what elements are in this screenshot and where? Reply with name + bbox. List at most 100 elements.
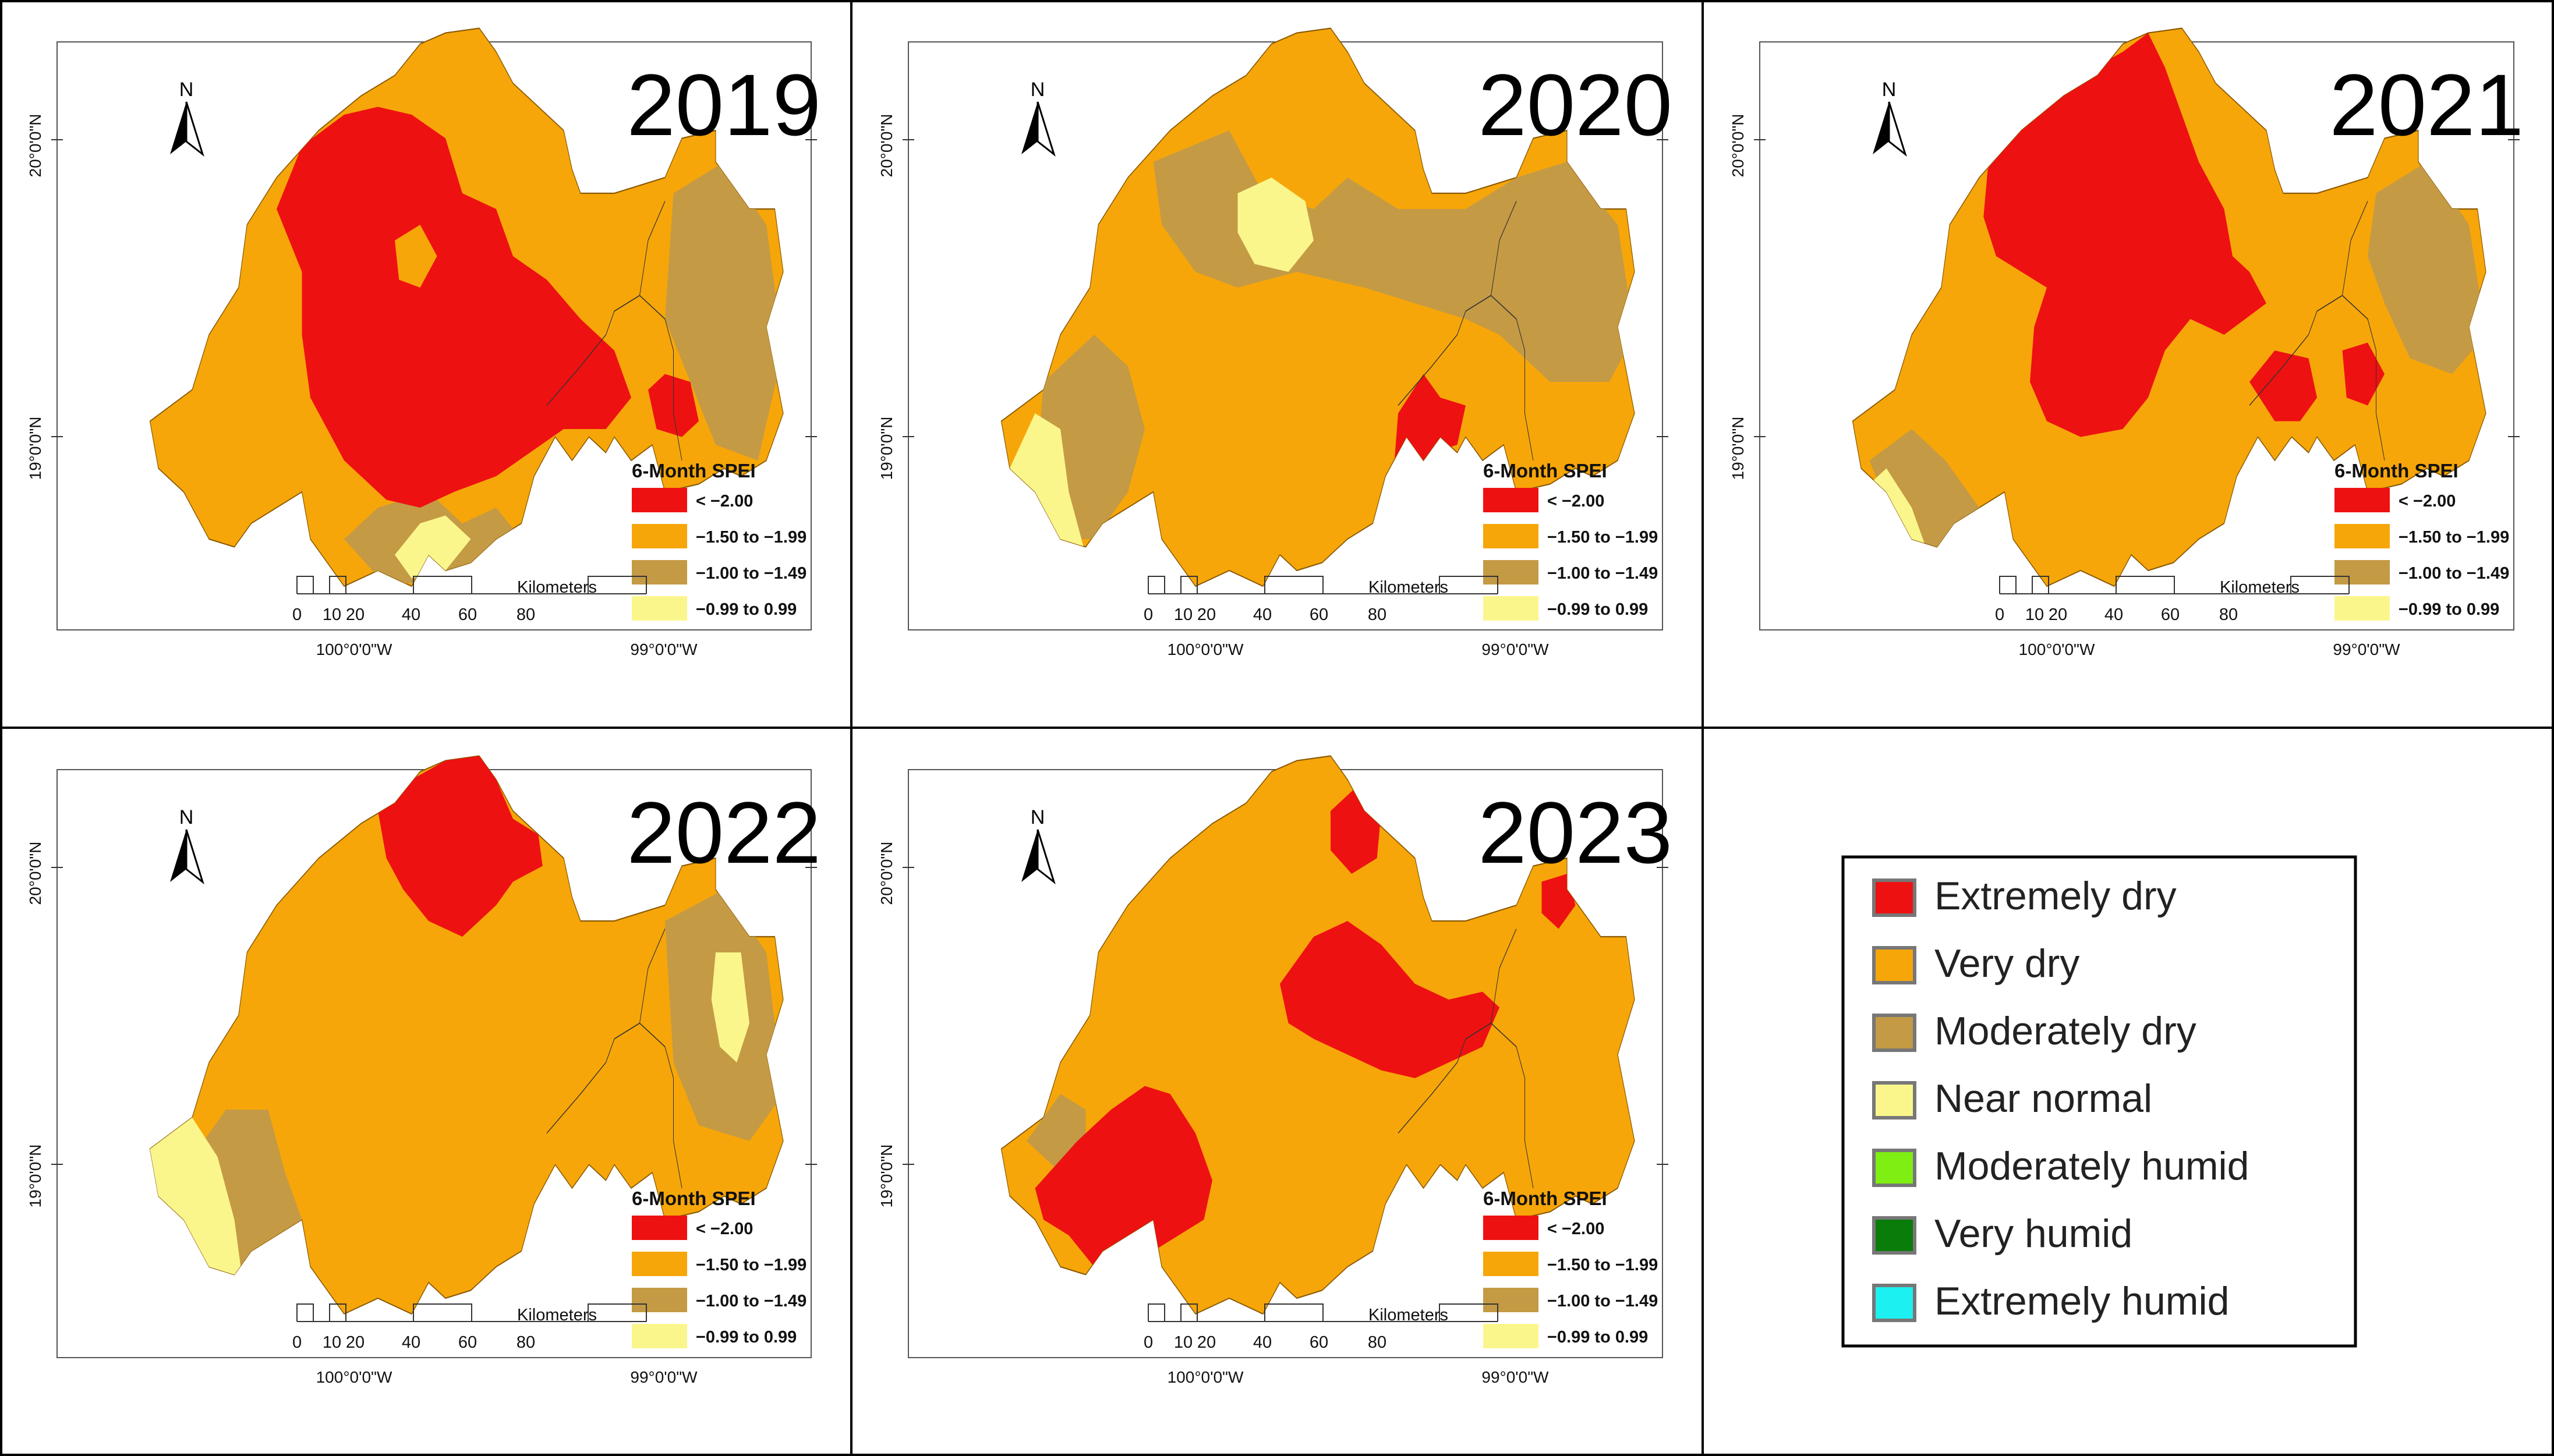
north-label: N: [1031, 79, 1045, 101]
year-label: 2019: [627, 56, 821, 154]
scale-bar-line: [296, 1303, 647, 1322]
main-legend-swatch-extremely_dry: [1872, 878, 1916, 917]
longitude-label: 100°0'0"W: [1168, 1368, 1244, 1386]
map-panel-2023: 2023 N 20°0'0"N 19°0'0"N 100°0'0"W 99°0'0"W 6-…: [878, 755, 1672, 1386]
scale-bar-tick: 20: [2049, 605, 2067, 624]
main-legend-label: Moderately dry: [1934, 1009, 2196, 1053]
panel-legend-label: −1.00 to −1.49: [1547, 564, 1658, 583]
spei-zone-extremely_dry: [1035, 1086, 1212, 1275]
longitude-label: 99°0'0"W: [1481, 1368, 1549, 1386]
north-arrow-left: [1873, 102, 1889, 154]
map-panel-2022: 2022 N 20°0'0"N 19°0'0"N 100°0'0"W 99°0'0"W 6-…: [26, 755, 821, 1386]
latitude-label: 20°0'0"N: [26, 114, 44, 178]
scale-bar-tick: 60: [2161, 605, 2180, 624]
region-map: [149, 27, 784, 587]
longitude-label: 99°0'0"W: [1481, 640, 1549, 658]
longitude-label: 99°0'0"W: [630, 1368, 698, 1386]
scale-bar-tick: 60: [458, 605, 477, 624]
scale-bar-tick: 20: [1197, 1333, 1216, 1352]
latitude-label: 19°0'0"N: [878, 417, 896, 480]
panel-legend-swatch-near_normal: [1483, 1324, 1538, 1348]
scale-bar-tick: 0: [292, 1333, 302, 1352]
panel-legend: 6-Month SPEI < −2.00 −1.50 to −1.99 −1.00 t…: [2334, 460, 2509, 621]
main-legend-swatch-very_humid: [1872, 1216, 1916, 1255]
north-arrow: N: [170, 79, 204, 157]
spei-zone-extremely_dry: [277, 107, 631, 508]
panel-legend-label: < −2.00: [2399, 492, 2456, 511]
panel-legend-swatch-moderately_dry: [1483, 1288, 1538, 1312]
spei-zone-moderately_dry: [665, 162, 783, 460]
panel-legend: 6-Month SPEI < −2.00 −1.50 to −1.99 −1.00 t…: [632, 1188, 806, 1348]
longitude-label: 100°0'0"W: [1168, 640, 1244, 658]
scale-bar-tick: 80: [2219, 605, 2238, 624]
panel-legend-swatch-moderately_dry: [632, 1288, 687, 1312]
panel-legend-label: −1.00 to −1.49: [1547, 1292, 1658, 1310]
scale-bar-tick: 40: [402, 605, 420, 624]
latitude-label: 20°0'0"N: [878, 842, 896, 905]
latitude-label: 20°0'0"N: [878, 114, 896, 178]
panel-legend-swatch-extremely_dry: [2334, 488, 2390, 512]
panel-legend-label: −0.99 to 0.99: [696, 600, 797, 619]
panel-legend-title: 6-Month SPEI: [632, 460, 756, 481]
scale-bar-tick: 20: [1197, 605, 1216, 624]
scale-bar-tick: 60: [1310, 1333, 1328, 1352]
panel-legend-swatch-very_dry: [632, 1252, 687, 1276]
main-legend-swatch-very_dry: [1872, 946, 1916, 984]
map-panel-2021: 2021 N 20°0'0"N 19°0'0"N 100°0'0"W 99°0'0"W 6-…: [1729, 27, 2524, 658]
spei-zone-extremely_dry: [1280, 921, 1499, 1078]
scale-bar-tick: 40: [1253, 605, 1272, 624]
main-legend-label: Very humid: [1934, 1211, 2132, 1256]
latitude-label: 20°0'0"N: [1729, 114, 1747, 178]
panel-legend-swatch-extremely_dry: [1483, 1216, 1538, 1240]
north-arrow-right: [1888, 101, 1907, 157]
scale-bar-line: [296, 576, 647, 594]
north-arrow-left: [170, 102, 186, 154]
spei-zone-moderately_dry: [1153, 130, 1635, 382]
panel-legend-label: < −2.00: [696, 1220, 753, 1238]
panel-legend: 6-Month SPEI < −2.00 −1.50 to −1.99 −1.00 t…: [1483, 1188, 1658, 1348]
spei-zone-very_dry: [395, 225, 437, 288]
scale-bar-tick: 40: [2104, 605, 2123, 624]
longitude-label: 100°0'0"W: [2019, 640, 2095, 658]
north-arrow: N: [1873, 79, 1907, 157]
north-label: N: [1031, 806, 1045, 828]
scale-bar-tick: 10: [323, 1333, 341, 1352]
panel-legend-title: 6-Month SPEI: [1483, 460, 1607, 481]
main-legend-label: Extremely dry: [1934, 874, 2177, 918]
panel-legend-label: −0.99 to 0.99: [2399, 600, 2499, 619]
panel-legend-swatch-extremely_dry: [632, 1216, 687, 1240]
scale-bar-unit: Kilometers: [1368, 1306, 1448, 1324]
panel-legend-swatch-very_dry: [2334, 524, 2390, 548]
main-legend-label: Near normal: [1934, 1076, 2152, 1121]
main-legend-swatch-extremely_humid: [1872, 1284, 1916, 1322]
scale-bar-tick: 0: [1144, 1333, 1153, 1352]
year-label: 2023: [1478, 784, 1672, 881]
year-label: 2022: [627, 784, 821, 881]
scale-bar-tick: 10: [1174, 1333, 1193, 1352]
scale-bar-tick: 80: [1368, 605, 1386, 624]
scale-bar-tick: 40: [1253, 1333, 1272, 1352]
scale-bar-tick: 20: [346, 1333, 365, 1352]
latitude-label: 20°0'0"N: [26, 842, 44, 905]
year-label: 2021: [2329, 56, 2524, 154]
scale-bar-tick: 0: [1144, 605, 1153, 624]
panel-legend-title: 6-Month SPEI: [1483, 1188, 1607, 1209]
north-arrow-right: [1037, 101, 1056, 157]
main-legend-swatch-near_normal: [1872, 1081, 1916, 1120]
latitude-label: 19°0'0"N: [878, 1145, 896, 1208]
north-label: N: [179, 79, 194, 101]
north-arrow-right: [1037, 829, 1056, 885]
spei-zone-near_normal: [1237, 178, 1314, 272]
panel-legend-label: −1.50 to −1.99: [1547, 1256, 1658, 1274]
panel-legend-label: −0.99 to 0.99: [1547, 1328, 1648, 1347]
north-arrow-left: [1021, 102, 1038, 154]
scale-bar-tick: 40: [402, 1333, 420, 1352]
panel-legend-swatch-near_normal: [632, 1324, 687, 1348]
panel-legend-label: < −2.00: [1547, 1220, 1604, 1238]
spei-zone-extremely_dry: [378, 756, 543, 937]
scale-bar-tick: 60: [1310, 605, 1328, 624]
